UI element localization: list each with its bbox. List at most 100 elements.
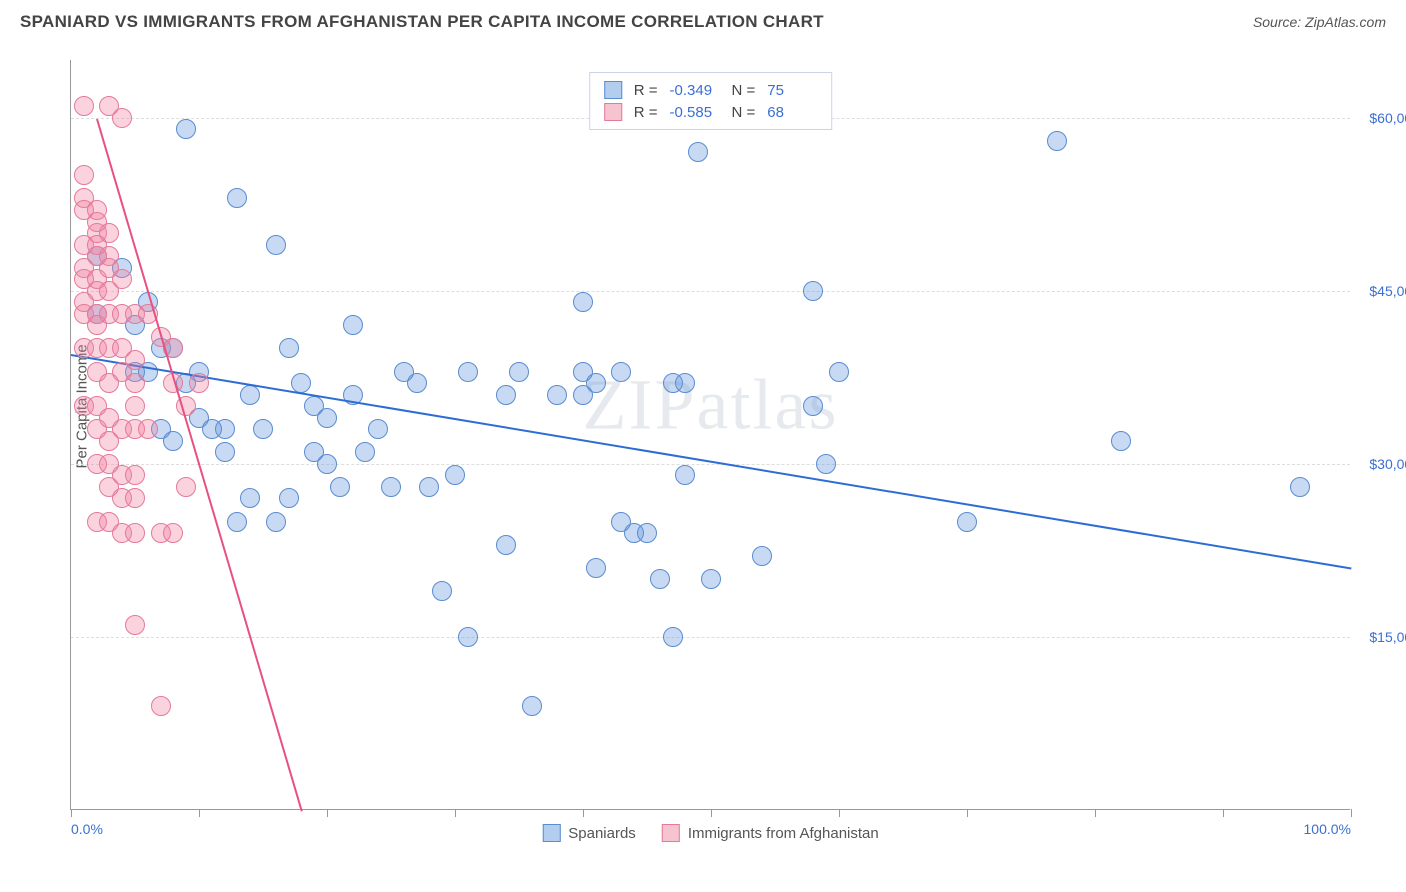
x-tick: [967, 809, 968, 817]
data-point: [637, 523, 657, 543]
data-point: [253, 419, 273, 439]
stats-row: R = -0.349 N = 75: [604, 79, 818, 101]
y-tick-label: $15,000: [1355, 629, 1406, 645]
gridline-h: [71, 464, 1350, 465]
legend-label: Spaniards: [568, 825, 636, 842]
data-point: [675, 373, 695, 393]
stat-value-r: -0.349: [670, 82, 720, 99]
data-point: [87, 212, 107, 232]
data-point: [381, 477, 401, 497]
data-point: [803, 281, 823, 301]
data-point: [227, 188, 247, 208]
stat-label-r: R =: [634, 82, 658, 99]
chart-source: Source: ZipAtlas.com: [1253, 14, 1386, 30]
legend-swatch: [604, 81, 622, 99]
data-point: [547, 385, 567, 405]
x-tick: [711, 809, 712, 817]
data-point: [125, 465, 145, 485]
data-point: [176, 477, 196, 497]
stats-row: R =-0.585N =68: [604, 101, 818, 123]
x-tick: [839, 809, 840, 817]
data-point: [1047, 131, 1067, 151]
data-point: [573, 292, 593, 312]
data-point: [266, 235, 286, 255]
trend-line: [71, 354, 1351, 569]
data-point: [419, 477, 439, 497]
bottom-legend: Spaniards Immigrants from Afghanistan: [542, 824, 878, 842]
data-point: [586, 558, 606, 578]
data-point: [125, 396, 145, 416]
data-point: [829, 362, 849, 382]
data-point: [432, 581, 452, 601]
data-point: [1290, 477, 1310, 497]
data-point: [586, 373, 606, 393]
legend-label: Immigrants from Afghanistan: [688, 825, 879, 842]
data-point: [125, 350, 145, 370]
y-tick-label: $45,000: [1355, 283, 1406, 299]
x-tick: [199, 809, 200, 817]
data-point: [368, 419, 388, 439]
data-point: [803, 396, 823, 416]
data-point: [125, 523, 145, 543]
data-point: [317, 454, 337, 474]
data-point: [663, 627, 683, 647]
stat-value-n: 68: [767, 104, 817, 121]
data-point: [688, 142, 708, 162]
data-point: [317, 408, 337, 428]
data-point: [189, 373, 209, 393]
x-tick-label: 0.0%: [71, 821, 103, 837]
stat-label-r: R =: [634, 104, 658, 121]
stat-label-n: N =: [732, 82, 756, 99]
data-point: [330, 477, 350, 497]
x-tick: [1095, 809, 1096, 817]
data-point: [701, 569, 721, 589]
x-tick: [327, 809, 328, 817]
legend-swatch: [604, 103, 622, 121]
data-point: [227, 512, 247, 532]
data-point: [355, 442, 375, 462]
x-tick: [455, 809, 456, 817]
data-point: [215, 442, 235, 462]
data-point: [74, 165, 94, 185]
data-point: [279, 338, 299, 358]
x-tick: [583, 809, 584, 817]
data-point: [611, 512, 631, 532]
data-point: [496, 535, 516, 555]
x-tick: [1351, 809, 1352, 817]
data-point: [522, 696, 542, 716]
data-point: [279, 488, 299, 508]
data-point: [509, 362, 529, 382]
data-point: [87, 235, 107, 255]
data-point: [125, 373, 145, 393]
data-point: [151, 696, 171, 716]
data-point: [112, 269, 132, 289]
data-point: [496, 385, 516, 405]
data-point: [343, 315, 363, 335]
x-tick: [71, 809, 72, 817]
legend-swatch: [662, 824, 680, 842]
legend-swatch: [542, 824, 560, 842]
chart-header: SPANIARD VS IMMIGRANTS FROM AFGHANISTAN …: [0, 0, 1406, 40]
stat-value-n: 75: [767, 82, 817, 99]
plot-area: ZIPatlas R =-0.349N =75R =-0.585N =68 $1…: [70, 60, 1350, 810]
data-point: [202, 419, 222, 439]
legend-item: Immigrants from Afghanistan: [662, 824, 879, 842]
data-point: [650, 569, 670, 589]
x-tick-label: 100.0%: [1304, 821, 1351, 837]
gridline-h: [71, 637, 1350, 638]
data-point: [458, 362, 478, 382]
data-point: [1111, 431, 1131, 451]
data-point: [163, 431, 183, 451]
data-point: [816, 454, 836, 474]
data-point: [125, 488, 145, 508]
data-point: [957, 512, 977, 532]
data-point: [445, 465, 465, 485]
data-point: [176, 119, 196, 139]
stat-value-r: -0.585: [670, 104, 720, 121]
y-tick-label: $30,000: [1355, 456, 1406, 472]
data-point: [112, 108, 132, 128]
data-point: [240, 488, 260, 508]
data-point: [240, 385, 260, 405]
y-tick-label: $60,000: [1355, 110, 1406, 126]
data-point: [611, 362, 631, 382]
